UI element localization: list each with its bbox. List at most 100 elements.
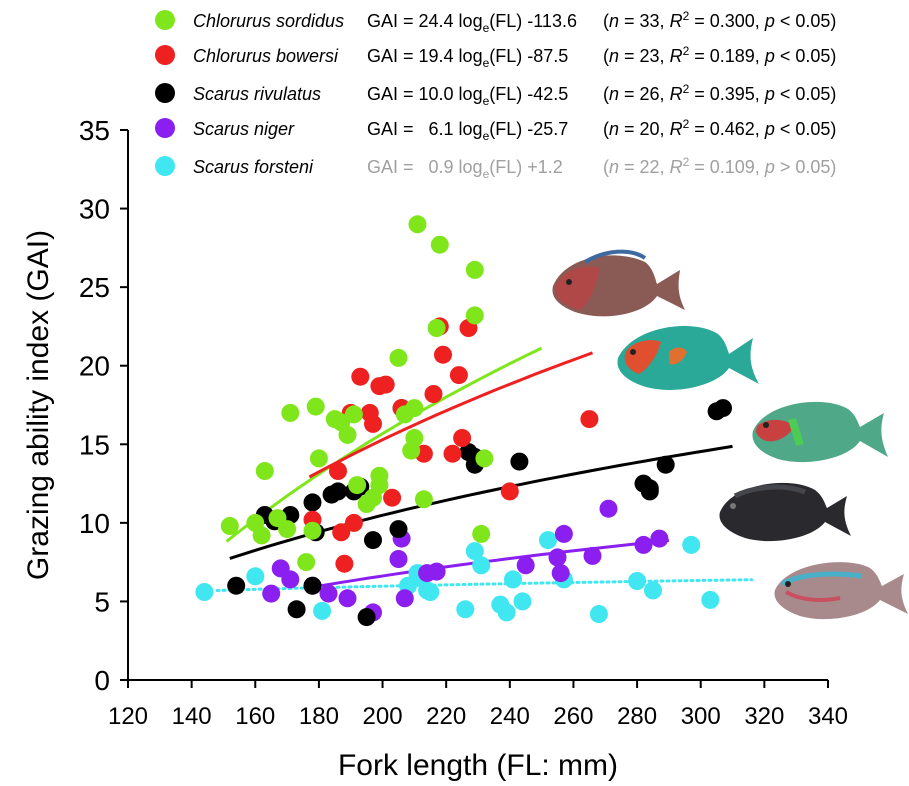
fish-illustration-chlorurus-bowersi: [617, 326, 759, 390]
x-tick-label: 240: [490, 703, 530, 730]
data-point: [472, 524, 491, 543]
x-ticks: 120 140 160 180 200 220 240 260 280 300 320 340: [108, 680, 848, 730]
y-tick-label: 0: [94, 665, 110, 696]
data-point: [427, 562, 446, 581]
data-point: [278, 520, 297, 539]
legend-equation: GAI = 10.0 loge(FL) -42.5: [367, 84, 568, 108]
legend-stats: (n = 20, R2 = 0.462, p < 0.05): [603, 117, 836, 139]
data-point: [303, 521, 322, 540]
data-point: [714, 399, 732, 418]
data-point: [370, 476, 389, 495]
data-point: [465, 260, 484, 279]
data-point: [644, 581, 662, 600]
data-points: [195, 215, 732, 627]
data-point: [516, 556, 535, 575]
legend-equation: GAI = 0.9 loge(FL) +1.2: [367, 157, 563, 181]
data-point: [491, 595, 510, 614]
data-point: [405, 429, 424, 447]
x-axis-title: Fork length (FL: mm): [338, 749, 618, 782]
data-point: [195, 583, 214, 601]
data-point: [589, 605, 608, 623]
data-point: [583, 546, 602, 565]
legend-marker: [155, 118, 175, 138]
data-point: [421, 583, 440, 601]
data-point: [656, 455, 675, 474]
data-point: [319, 584, 338, 603]
data-point: [220, 517, 239, 535]
x-tick-label: 220: [426, 703, 466, 730]
data-point: [640, 479, 659, 498]
y-tick-label: 35: [79, 115, 110, 146]
legend-label: Scarus rivulatus: [193, 84, 321, 104]
data-point: [414, 490, 433, 509]
data-point: [465, 306, 484, 325]
y-tick-label: 15: [79, 429, 110, 460]
data-point: [389, 550, 408, 568]
data-point: [465, 542, 484, 561]
legend-marker: [155, 83, 175, 103]
data-point: [430, 235, 449, 254]
legend-marker: [155, 156, 175, 176]
data-point: [395, 589, 414, 608]
data-point: [335, 554, 354, 573]
regression-line: [225, 346, 543, 543]
data-point: [287, 600, 306, 619]
fish-illustration-chlorurus-sordidus: [552, 249, 685, 317]
fish-illustration-scarus-niger: [719, 482, 851, 542]
x-tick-label: 120: [108, 703, 148, 730]
data-point: [338, 589, 357, 608]
legend-stats: (n = 33, R2 = 0.300, p < 0.05): [603, 9, 836, 31]
data-point: [348, 476, 367, 495]
legend-marker: [155, 10, 175, 30]
data-point: [297, 553, 316, 572]
data-point: [344, 513, 363, 532]
legend-marker: [155, 45, 175, 65]
data-point: [227, 576, 246, 595]
data-point: [281, 403, 300, 422]
data-point: [424, 385, 443, 403]
data-point: [303, 493, 322, 512]
data-point: [580, 410, 599, 429]
data-point: [634, 535, 653, 554]
y-tick-label: 20: [79, 351, 110, 382]
legend-item: Scarus niger GAI = 6.1 loge(FL) -25.7 (n…: [155, 117, 836, 143]
data-point: [443, 444, 462, 463]
data-point: [309, 449, 328, 468]
fish-illustration-scarus-rivulatus: [752, 401, 888, 463]
legend-label: Chlorurus bowersi: [193, 46, 339, 66]
data-point: [303, 576, 322, 595]
data-point: [255, 462, 274, 480]
y-axis-title: Grazing ability index (GAI): [22, 230, 55, 580]
data-point: [472, 556, 491, 575]
data-point: [313, 601, 332, 620]
x-tick-label: 140: [172, 703, 212, 730]
x-tick-label: 200: [363, 703, 403, 730]
data-point: [427, 319, 446, 337]
data-point: [504, 570, 522, 589]
data-point: [510, 452, 529, 471]
data-point: [364, 531, 382, 550]
data-point: [329, 482, 347, 501]
data-point: [344, 405, 363, 424]
legend-label: Scarus niger: [193, 119, 295, 139]
x-tick-label: 260: [553, 703, 593, 730]
fish-illustration-scarus-forsteni: [774, 562, 908, 620]
data-point: [453, 429, 472, 447]
x-tick-label: 340: [808, 703, 848, 730]
x-tick-label: 280: [617, 703, 657, 730]
x-tick-label: 300: [681, 703, 721, 730]
data-point: [405, 399, 424, 418]
data-point: [246, 567, 265, 586]
regression-line: [308, 351, 594, 479]
y-tick-label: 10: [79, 508, 110, 539]
legend-item: Scarus rivulatus GAI = 10.0 loge(FL) -42…: [155, 82, 836, 108]
y-tick-label: 30: [79, 194, 110, 225]
data-point: [548, 548, 567, 567]
data-point: [357, 608, 376, 627]
data-point: [338, 425, 357, 444]
data-point: [364, 414, 382, 433]
data-point: [383, 488, 402, 507]
data-point: [306, 397, 325, 416]
data-point: [389, 348, 408, 367]
